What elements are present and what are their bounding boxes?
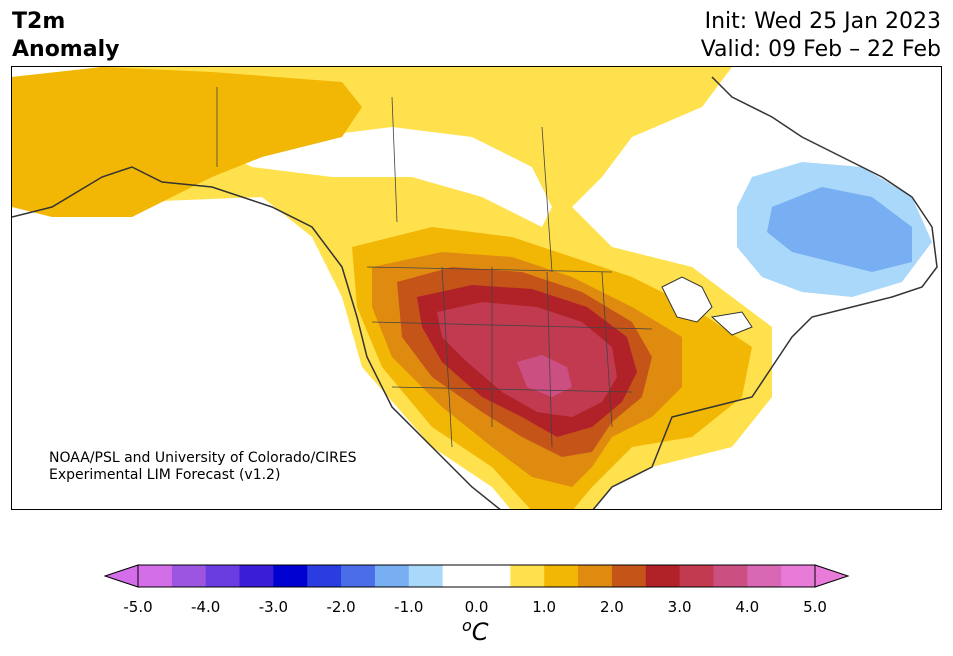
credit-text: NOAA/PSL and University of Colorado/CIRE…: [49, 450, 357, 484]
colorbar-border: [137, 564, 816, 588]
colorbar-swatch: [578, 565, 613, 587]
credit-line-2: Experimental LIM Forecast (v1.2): [49, 467, 281, 483]
colorbar-swatch: [510, 565, 545, 587]
unit-label: oC: [462, 616, 489, 646]
unit-degree: o: [462, 616, 472, 635]
state-boundaries: [216, 87, 653, 448]
colorbar-swatch: [781, 565, 816, 587]
colorbar-swatch: [138, 565, 173, 587]
colorbar-swatch: [442, 565, 477, 587]
valid-range: Valid: 09 Feb – 22 Feb: [700, 37, 941, 62]
colorbar-tick-label: -1.0: [394, 598, 424, 616]
colorbar-tick-label: 0.0: [464, 598, 489, 616]
credit-line-1: NOAA/PSL and University of Colorado/CIRE…: [49, 450, 357, 466]
anomaly-map: [11, 66, 942, 510]
neutral-patch-north: [212, 127, 552, 227]
map-svg: [12, 67, 938, 509]
colorbar-tick-label: 5.0: [803, 598, 827, 616]
colorbar-swatch: [544, 565, 579, 587]
colorbar-swatch: [713, 565, 748, 587]
colorbar-swatch: [341, 565, 376, 587]
colorbar-under-arrow: [103, 564, 139, 588]
colorbar-swatch: [476, 565, 511, 587]
colorbar: [103, 564, 850, 588]
colorbar-tick-label: -5.0: [123, 598, 153, 616]
colorbar-tick-label: -2.0: [326, 598, 356, 616]
colorbar-swatch: [611, 565, 647, 587]
colorbar-swatch: [239, 565, 274, 587]
great-lakes: [661, 276, 753, 336]
variable-label: T2m: [12, 9, 66, 34]
forecast-dates: Init: Wed 25 Jan 2023 Valid: 09 Feb – 22…: [701, 8, 941, 64]
colorbar-swatch: [171, 565, 207, 587]
colorbar-swatch: [205, 565, 241, 587]
cold-region-2c: [767, 187, 912, 272]
anomaly-region-7c: [517, 355, 572, 397]
colorbar-swatch: [747, 565, 782, 587]
colorbar-over-arrow: [814, 564, 850, 588]
coastline: [12, 76, 938, 509]
colorbar-swatch: [408, 565, 444, 587]
colorbar-tick-label: 1.0: [532, 598, 557, 616]
init-date: Init: Wed 25 Jan 2023: [704, 9, 941, 34]
unit-letter: C: [471, 618, 489, 646]
colorbar-tick-label: 3.0: [667, 598, 692, 616]
map-title: T2m Anomaly: [12, 8, 119, 64]
colorbar-swatch: [645, 565, 681, 587]
anomaly-region-2c-north: [12, 67, 362, 217]
colorbar-swatch: [307, 565, 342, 587]
colorbar-swatch: [273, 565, 308, 587]
colorbar-swatch: [679, 565, 714, 587]
colorbar-tick-label: 2.0: [599, 598, 624, 616]
colorbar-tick-label: 4.0: [735, 598, 760, 616]
anomaly-label: Anomaly: [12, 37, 120, 62]
colorbar-tick-label: -3.0: [258, 598, 289, 616]
colorbar-tick-label: -4.0: [191, 598, 221, 616]
colorbar-swatch: [374, 565, 410, 587]
